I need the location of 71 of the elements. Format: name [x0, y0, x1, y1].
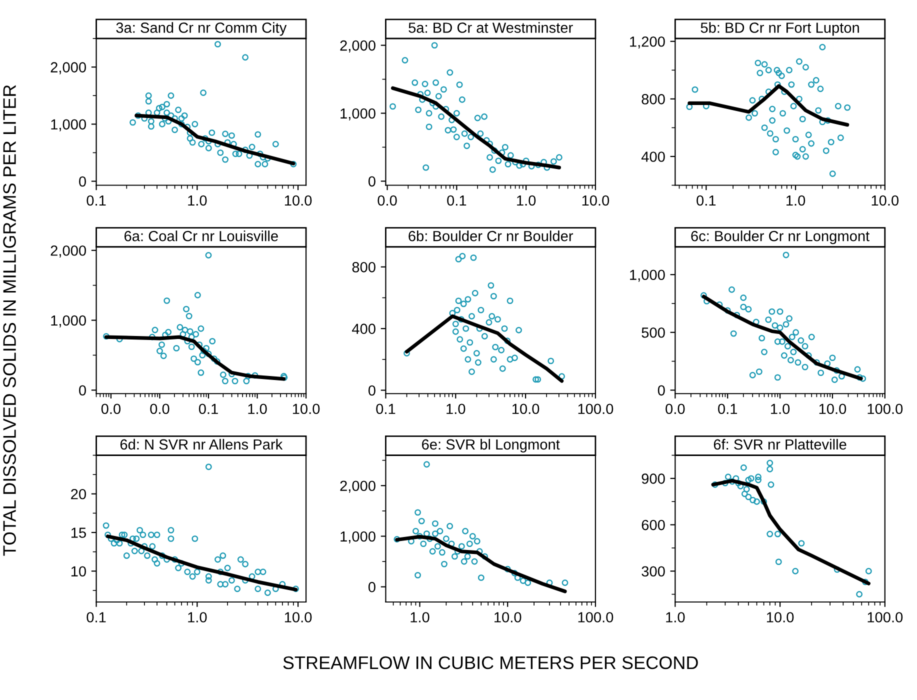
x-tick-label: 0.0 — [378, 195, 397, 206]
x-tick-label: 1.0 — [188, 612, 207, 622]
x-tick-label: 1.0 — [517, 195, 536, 206]
x-tick-label: 1.0 — [666, 612, 685, 622]
x-tick-label: 0.0 — [666, 404, 685, 414]
x-tick-label: 10.0 — [766, 612, 794, 622]
x-tick-label: 10.0 — [819, 404, 846, 414]
y-tick-label: 0 — [368, 385, 376, 396]
y-tick-label: 800 — [642, 94, 665, 104]
x-tick-label: 100.0 — [868, 404, 903, 414]
y-tick-label: 0 — [79, 176, 86, 187]
x-tick-label: 0.1 — [718, 404, 738, 414]
x-tick-label: 100.0 — [578, 404, 614, 414]
chart-title: 6d: N SVR nr Allens Park — [120, 438, 283, 450]
x-tick-label: 1.0 — [188, 195, 207, 206]
y-tick-label: 900 — [642, 474, 665, 484]
chart-title: 6c: Boulder Cr nr Longmont — [691, 230, 870, 244]
x-tick-label: 1.0 — [410, 612, 430, 622]
x-tick-label: 100.0 — [578, 612, 614, 622]
x-tick-label: 100.0 — [868, 612, 903, 622]
y-tick-label: 0 — [368, 176, 376, 187]
y-tick-label: 0 — [658, 385, 665, 396]
y-tick-label: 800 — [352, 262, 376, 272]
y-tick-label: 400 — [352, 324, 376, 334]
chart-title: 6e: SVR bl Longmont — [422, 438, 560, 453]
y-tick-label: 2,000 — [340, 480, 376, 493]
y-tick-label: 2,000 — [340, 40, 376, 52]
x-tick-label: 10.0 — [292, 404, 320, 414]
chart-title: 6f: SVR nr Platteville — [714, 438, 846, 450]
x-tick-label: 1.0 — [786, 195, 806, 206]
y-tick-label: 1,000 — [630, 270, 665, 282]
y-tick-label: 1,200 — [630, 36, 665, 49]
x-tick-label: 10.0 — [512, 404, 540, 414]
y-tick-label: 0 — [79, 385, 86, 396]
chart-title: 5a: BD Cr at Westminster — [408, 22, 573, 33]
y-tick-label: 300 — [642, 566, 665, 577]
y-tick-label: 15 — [71, 528, 86, 538]
x-tick-label: 0.1 — [198, 404, 218, 414]
x-tick-label: 0.1 — [376, 404, 396, 414]
y-tick-label: 0 — [368, 582, 376, 592]
y-tick-label: 2,000 — [50, 245, 86, 258]
y-tick-label: 1,000 — [51, 119, 86, 132]
x-tick-label: 10.0 — [284, 195, 312, 206]
x-tick-label: 0.0 — [150, 404, 170, 414]
x-tick-label: 0.1 — [696, 195, 716, 206]
chart-title: 6b: Boulder Cr nr Boulder — [408, 230, 574, 242]
y-axis-title: TOTAL DISSOLVED SOLIDS IN MILLIGRAMS PER LITER — [3, 85, 16, 556]
y-tick-label: 1,000 — [340, 531, 376, 544]
x-tick-label: 0.1 — [86, 612, 106, 622]
y-tick-label: 20 — [71, 488, 86, 500]
y-tick-label: 10 — [71, 566, 86, 577]
y-tick-label: 1,000 — [51, 315, 86, 328]
chart-title: 5b: BD Cr nr Fort Lupton — [700, 22, 859, 36]
x-tick-label: 10.0 — [494, 612, 522, 622]
chart-title: 6a: Coal Cr nr Louisville — [124, 230, 278, 242]
x-tick-label: 0.1 — [86, 195, 106, 206]
x-tick-label: 0.1 — [447, 195, 466, 206]
x-tick-label: 10.0 — [284, 612, 312, 622]
y-tick-label: 2,000 — [50, 62, 86, 74]
y-tick-label: 600 — [642, 520, 665, 530]
x-tick-label: 1.0 — [446, 404, 466, 414]
x-tick-label: 10.0 — [582, 195, 610, 206]
x-tick-label: 1.0 — [248, 404, 267, 414]
y-tick-label: 500 — [642, 327, 665, 338]
x-axis-title: STREAMFLOW IN CUBIC METERS PER SECOND — [283, 656, 698, 670]
y-tick-label: 400 — [641, 152, 665, 162]
x-tick-label: 10.0 — [872, 195, 899, 206]
x-tick-label: 0.0 — [101, 404, 121, 414]
chart-title: 3a: Sand Cr nr Comm City — [116, 22, 287, 36]
y-tick-label: 1,000 — [340, 108, 376, 120]
x-tick-label: 1.0 — [771, 404, 790, 414]
